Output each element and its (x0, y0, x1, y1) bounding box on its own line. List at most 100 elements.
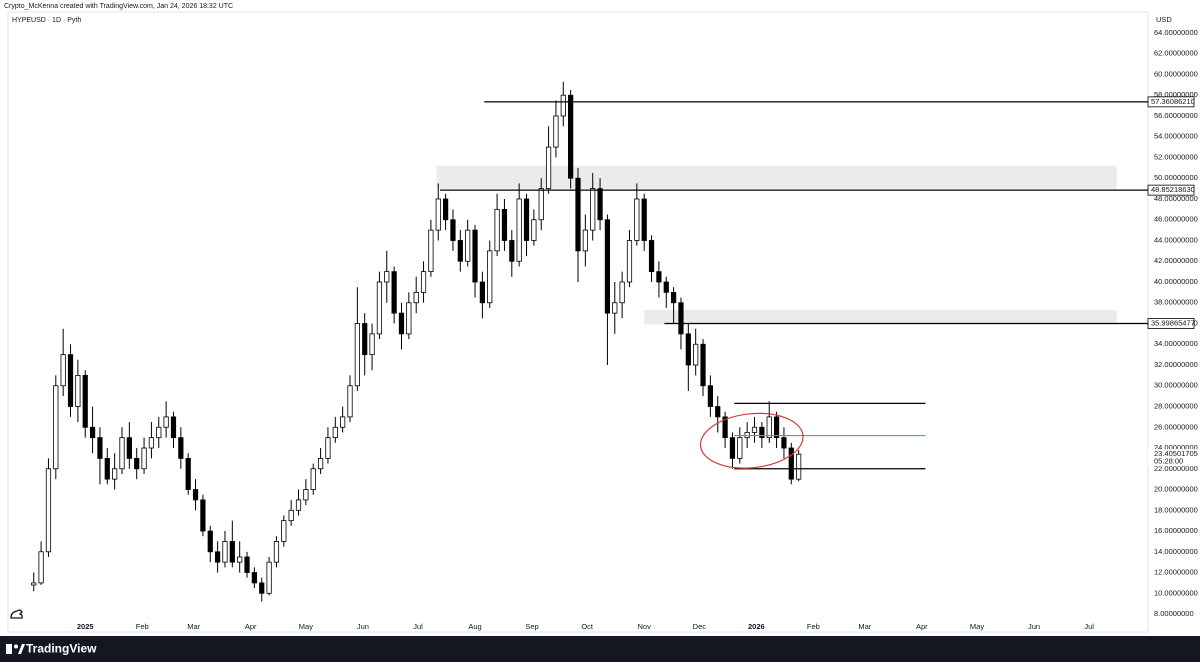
candle-body (619, 281, 625, 304)
candle-body (200, 499, 206, 532)
candle-body (457, 240, 463, 262)
candle-body (641, 198, 647, 241)
candle-body (656, 271, 662, 283)
footer-brand[interactable]: TradingView (26, 642, 97, 656)
x-tick-label: Oct (581, 622, 594, 631)
candle-body (259, 582, 265, 594)
candle-body (104, 457, 110, 480)
candle-body (97, 437, 103, 459)
candle-body (384, 271, 390, 283)
candle-body (391, 271, 397, 314)
candle-body (560, 94, 566, 117)
x-tick-label: Feb (807, 622, 820, 631)
y-tick-label: 62.00000000 (1154, 49, 1198, 58)
x-tick-label: May (299, 622, 313, 631)
x-tick-label: Mar (858, 622, 871, 631)
y-tick-label: 44.00000000 (1154, 235, 1198, 244)
candle-body (251, 572, 257, 584)
candle-body (325, 437, 331, 459)
candle-body (722, 416, 728, 439)
candle-body (766, 416, 772, 439)
y-tick-label: 60.00000000 (1154, 69, 1198, 78)
candle-body (796, 453, 802, 480)
candle-body (737, 437, 743, 459)
x-tick-label: 2026 (748, 622, 765, 631)
candle-body (376, 281, 383, 335)
symbol-legend[interactable]: HYPEUSD · 1D · Pyth (12, 17, 81, 24)
candle-body (112, 468, 118, 480)
candle-body (163, 416, 169, 428)
candle-body (538, 188, 544, 221)
candle-body (465, 229, 471, 262)
candle-body (75, 374, 81, 407)
candle-body (428, 229, 434, 273)
y-tick-label: 34.00000000 (1154, 339, 1198, 348)
candle-body (545, 146, 552, 190)
candle-body (671, 291, 677, 304)
y-tick-label: 56.00000000 (1154, 111, 1198, 120)
tv-watermark (10, 609, 23, 619)
candle-body (597, 188, 603, 221)
y-tick-label: 14.00000000 (1154, 547, 1198, 556)
x-tick-label: 2025 (77, 622, 94, 631)
candle-body (273, 541, 280, 563)
candle-body (663, 281, 669, 293)
candle-body (134, 457, 140, 470)
candle-body (604, 219, 611, 314)
candle-body (295, 499, 302, 511)
candle-body (38, 551, 44, 584)
candle-body (119, 437, 125, 470)
candle-body (266, 561, 272, 594)
zone (436, 165, 1117, 189)
candle-body (443, 198, 449, 221)
candle-body (634, 198, 640, 241)
candle-body (347, 385, 353, 418)
candle-body (67, 354, 74, 407)
candle-body (516, 198, 522, 262)
candle-body (707, 385, 713, 407)
candle-body (582, 229, 588, 252)
candle-body (340, 416, 346, 428)
candle-body (413, 291, 419, 304)
x-tick-label: Jul (1084, 622, 1094, 631)
y-tick-label: 20.00000000 (1154, 485, 1198, 494)
candle-body (288, 509, 294, 522)
candle-body (612, 302, 618, 314)
candle-body (60, 354, 66, 387)
candle-body (479, 281, 485, 304)
y-tick-label: 32.00000000 (1154, 360, 1198, 369)
candle-body (781, 437, 787, 449)
price-label-box (1147, 96, 1195, 108)
price-line-label: 48.85218630 (1151, 185, 1195, 194)
y-tick-label: 22.00000000 (1154, 464, 1198, 473)
last-price-label: 23.40501705 (1154, 449, 1198, 458)
candle-body (531, 219, 537, 241)
candle-body (89, 426, 96, 439)
price-line-label: 35.99865477 (1151, 319, 1195, 328)
x-tick-label: Nov (638, 622, 652, 631)
candle-body (148, 437, 155, 449)
caption: Crypto_McKenna created with TradingView.… (4, 3, 233, 10)
candle-body (553, 115, 559, 148)
zone (644, 310, 1117, 325)
candle-body (185, 457, 191, 490)
candle-body (53, 385, 59, 470)
candle-body (751, 426, 758, 433)
candle-body (237, 556, 243, 563)
candle-body (715, 406, 721, 418)
candle-body (126, 437, 132, 459)
currency-label: USD (1156, 15, 1172, 24)
candle-body (773, 416, 780, 439)
candle-body (156, 426, 162, 439)
x-tick-label: Feb (136, 622, 149, 631)
y-tick-label: 54.00000000 (1154, 132, 1198, 141)
candle-body (45, 468, 52, 553)
candle-body (229, 541, 235, 563)
x-tick-label: Dec (693, 622, 707, 631)
candle-body (523, 198, 530, 241)
y-tick-label: 18.00000000 (1154, 505, 1198, 514)
y-tick-label: 26.00000000 (1154, 422, 1198, 431)
y-tick-label: 40.00000000 (1154, 277, 1198, 286)
y-tick-label: 42.00000000 (1154, 256, 1198, 265)
